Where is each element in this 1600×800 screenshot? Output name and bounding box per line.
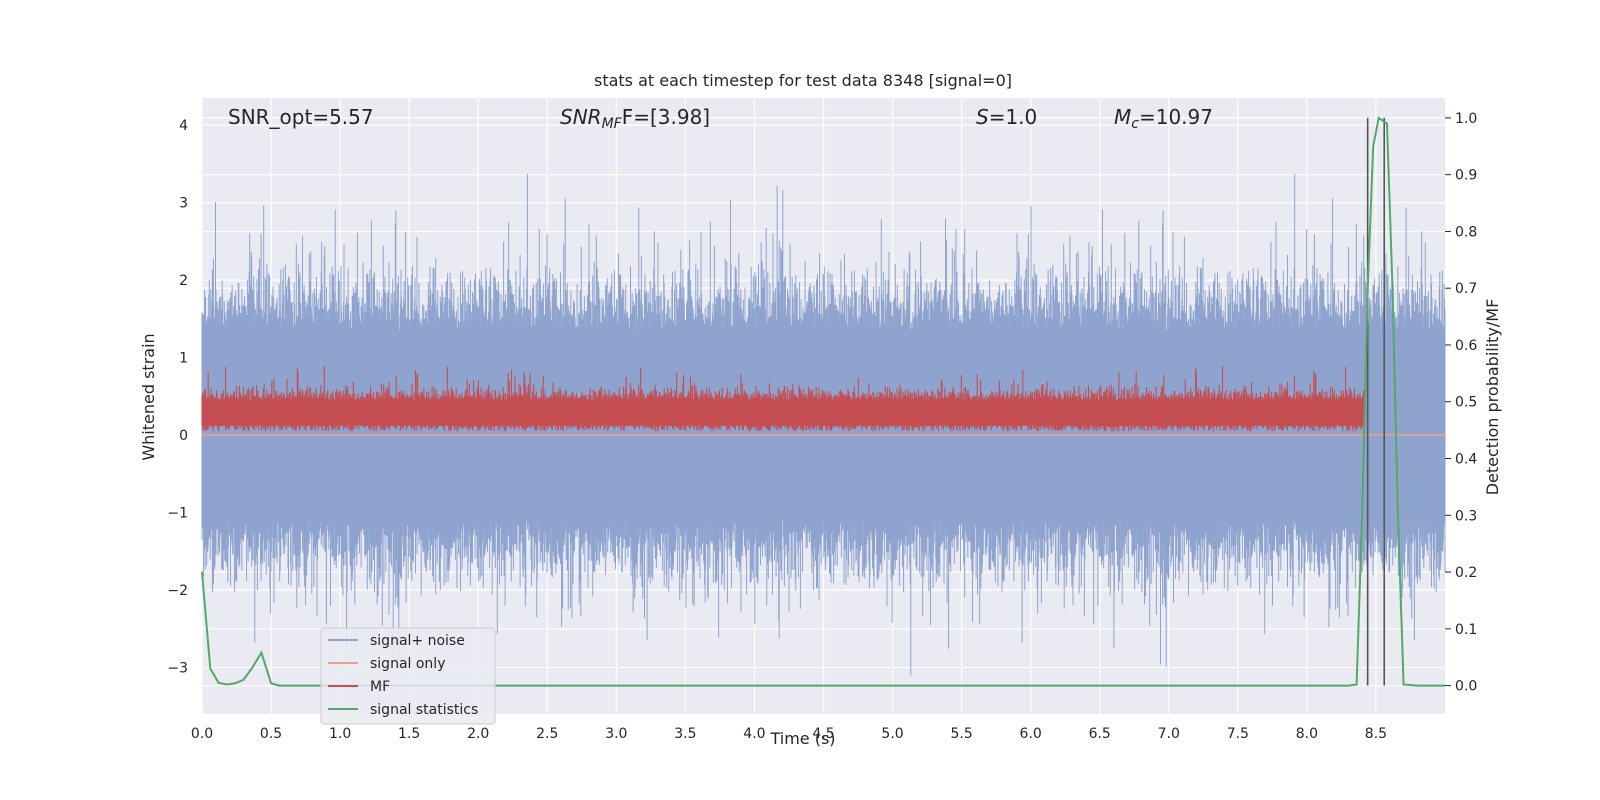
x-tick-label: 0.0 [191,726,213,742]
annotation-s: S=1.0 [976,105,1037,129]
y-tick-label-right: 1.0 [1455,111,1477,127]
y-tick-label-right: 0.1 [1455,622,1477,638]
x-tick-label: 4.5 [812,726,834,742]
y-tick-label-left: 4 [179,118,188,134]
legend-label-signal-only: signal only [370,656,445,672]
x-tick-label: 8.0 [1296,726,1318,742]
vertical-markers [1366,117,1386,686]
annotation-s-rest: =1.0 [989,105,1038,129]
x-tick-label: 1.5 [398,726,420,742]
y-tick-label-left: −3 [167,661,188,677]
y-tick-label-right: 0.9 [1455,168,1477,184]
x-tick-label: 0.5 [260,726,282,742]
x-tick-label: 7.5 [1227,726,1249,742]
y-tick-label-right: 0.6 [1455,338,1477,354]
y-tick-label-right: 0.3 [1455,508,1477,524]
x-tick-label: 2.0 [467,726,489,742]
y-tick-label-left: 1 [179,351,188,367]
x-axis-label: Time (s) [769,729,835,748]
mf-core [202,404,1365,426]
x-tick-label: 4.0 [743,726,765,742]
x-tick-label: 6.5 [1089,726,1111,742]
x-tick-label: 3.0 [605,726,627,742]
y-tick-label-right: 0.8 [1455,224,1477,240]
y-tick-label-right: 0.5 [1455,395,1477,411]
annotation-mc-sub: c [1131,116,1139,132]
annotation-snr-mf-main: SNR [560,105,602,129]
x-tick-label: 2.5 [536,726,558,742]
x-tick-label: 5.0 [881,726,903,742]
y-tick-label-right: 0.0 [1455,679,1477,695]
y-axis-left-label: Whitened strain [139,333,158,460]
y-tick-label-right: 0.4 [1455,452,1477,468]
y-tick-label-left: 3 [179,196,188,212]
annotation-mc-rest: =10.97 [1139,105,1213,129]
y-tick-label-left: −1 [167,506,188,522]
x-tick-label: 3.5 [674,726,696,742]
chart-title: stats at each timestep for test data 834… [594,71,1012,90]
legend: signal+ noise signal only MF signal stat… [320,627,496,725]
annotation-snr-mf-sub: MF [602,116,623,132]
y-axis-right-label: Detection probability/MF [1483,299,1502,496]
annotation-mc: Mc=10.97 [1114,105,1213,132]
legend-label-mf: MF [370,679,390,695]
y-tick-label-left: 0 [179,428,188,444]
annotation-snr-opt: SNR_opt=5.57 [228,105,374,129]
legend-box [320,627,496,725]
y-axis-right-ticks: 0.0 0.1 0.2 0.3 0.4 0.5 0.6 0.7 0.8 0.9 1.0 [1445,111,1477,695]
legend-label-signal-noise: signal+ noise [370,633,465,649]
legend-label-signal-statistics: signal statistics [370,702,478,718]
annotation-mc-main: M [1114,105,1131,129]
annotation-snr-mf-rest: F=[3.98] [622,105,710,129]
y-tick-label-right: 0.7 [1455,281,1477,297]
x-tick-label: 7.0 [1158,726,1180,742]
series-mf [201,365,1366,432]
annotation-snr-mf: SNRMFF=[3.98] [560,105,710,132]
y-tick-label-left: −2 [167,583,188,599]
y-tick-label-left: 2 [179,273,188,289]
series-signal-statistics [201,116,1445,687]
x-tick-label: 1.0 [329,726,351,742]
x-axis-ticks: 0.0 0.5 1.0 1.5 2.0 2.5 3.0 3.5 4.0 4.5 5.0 5.5 6.0 6… [191,726,1387,742]
x-tick-label: 8.5 [1365,726,1387,742]
x-tick-label: 5.5 [950,726,972,742]
y-axis-left-ticks: −3 −2 −1 0 1 2 3 4 [167,118,188,676]
x-tick-label: 6.0 [1020,726,1042,742]
y-tick-label-right: 0.2 [1455,565,1477,581]
annotation-s-main: S [976,105,989,129]
